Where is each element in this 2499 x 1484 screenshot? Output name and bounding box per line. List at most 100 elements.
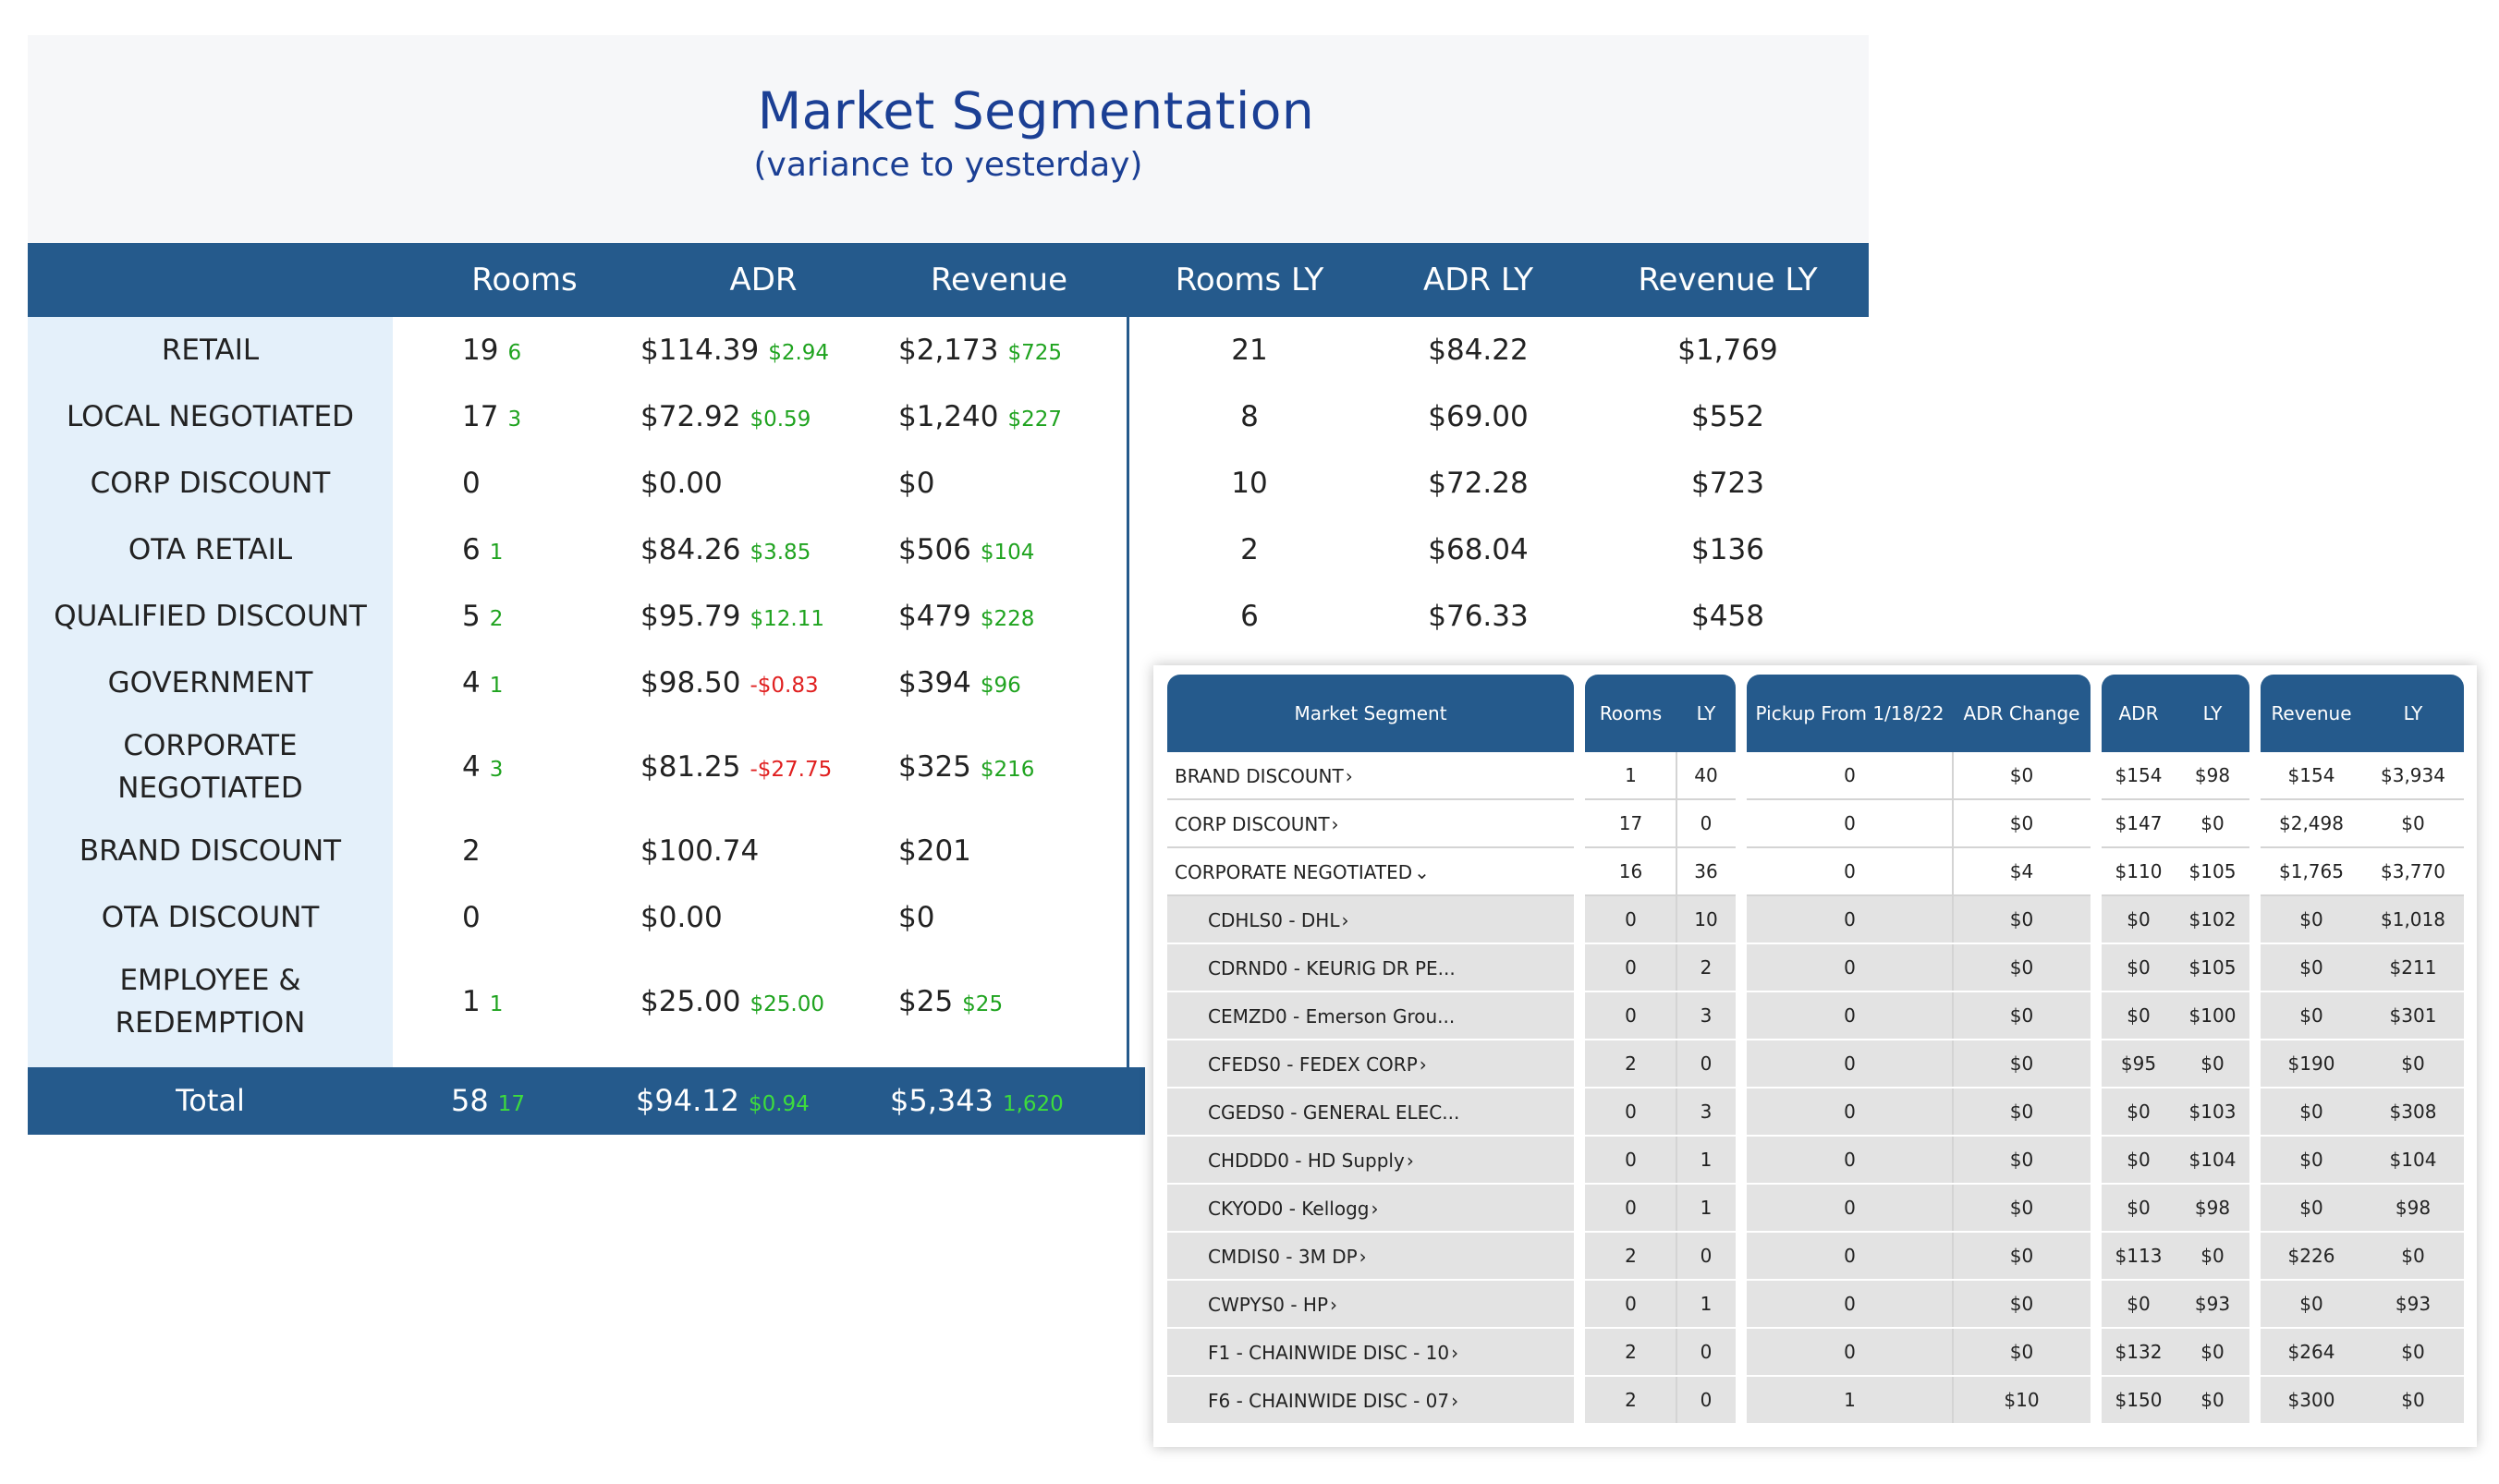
table-row[interactable]: 0 $0: [1747, 1329, 2091, 1377]
segment-link[interactable]: CFEDS0 - FEDEX CORP ›: [1208, 1040, 1568, 1087]
segment-link[interactable]: CGEDS0 - GENERAL ELEC...: [1208, 1089, 1568, 1135]
segment-link[interactable]: CDRND0 - KEURIG DR PE...: [1208, 944, 1568, 991]
table-row[interactable]: CORPORATE NEGOTIATED ⌄: [1167, 848, 1574, 896]
table-row[interactable]: CGEDS0 - GENERAL ELEC...: [1167, 1089, 1574, 1137]
col-header-adr[interactable]: ADR: [729, 262, 798, 298]
table-row[interactable]: $264 $0: [2261, 1329, 2464, 1377]
col-header-adr[interactable]: ADR: [2118, 702, 2159, 724]
chevron-right-icon[interactable]: ›: [1406, 1149, 1414, 1172]
table-row[interactable]: $1,765 $3,770: [2261, 848, 2464, 896]
table-row[interactable]: CMDIS0 - 3M DP ›: [1167, 1233, 1574, 1281]
col-header-rooms[interactable]: Rooms: [1599, 702, 1663, 724]
table-row[interactable]: BRAND DISCOUNT ›: [1167, 752, 1574, 800]
table-row[interactable]: $95 $0: [2102, 1040, 2249, 1089]
table-row[interactable]: 0 10: [1585, 896, 1736, 944]
chevron-right-icon[interactable]: ›: [1345, 765, 1353, 787]
table-row[interactable]: F6 - CHAINWIDE DISC - 07 ›: [1167, 1377, 1574, 1425]
table-row[interactable]: CDHLS0 - DHL ›: [1167, 896, 1574, 944]
table-row[interactable]: $2,498 $0: [2261, 800, 2464, 848]
table-row[interactable]: $0 $211: [2261, 944, 2464, 992]
col-header-revenue-ly[interactable]: Revenue LY: [1638, 262, 1818, 298]
chevron-right-icon[interactable]: ›: [1451, 1390, 1459, 1412]
table-row[interactable]: 1 40: [1585, 752, 1736, 800]
table-row[interactable]: $154 $3,934: [2261, 752, 2464, 800]
table-row[interactable]: 0 $0: [1747, 992, 2091, 1040]
col-header-pickup[interactable]: Pickup From 1/18/22: [1755, 702, 1944, 724]
col-header-revenue-ly[interactable]: LY: [2403, 702, 2423, 724]
col-header-adr-ly[interactable]: ADR LY: [1422, 262, 1534, 298]
segment-link[interactable]: F1 - CHAINWIDE DISC - 10 ›: [1208, 1329, 1568, 1375]
segment-link[interactable]: CHDDD0 - HD Supply ›: [1208, 1137, 1568, 1183]
table-row[interactable]: $147 $0: [2102, 800, 2249, 848]
chevron-right-icon[interactable]: ›: [1371, 1198, 1379, 1220]
table-row[interactable]: $190 $0: [2261, 1040, 2464, 1089]
col-header-adr-change[interactable]: ADR Change: [1963, 702, 2080, 724]
table-row[interactable]: $0 $102: [2102, 896, 2249, 944]
table-row[interactable]: $110 $105: [2102, 848, 2249, 896]
table-row[interactable]: 0 $0: [1747, 944, 2091, 992]
col-header-revenue[interactable]: Revenue: [930, 262, 1068, 298]
table-row[interactable]: $0 $105: [2102, 944, 2249, 992]
col-header-adr-ly[interactable]: LY: [2202, 702, 2223, 724]
table-row[interactable]: $132 $0: [2102, 1329, 2249, 1377]
segment-link[interactable]: CKYOD0 - Kellogg ›: [1208, 1185, 1568, 1231]
segment-link[interactable]: F6 - CHAINWIDE DISC - 07 ›: [1208, 1377, 1568, 1423]
segment-link[interactable]: CORP DISCOUNT ›: [1175, 800, 1568, 846]
table-row[interactable]: $0 $93: [2102, 1281, 2249, 1329]
table-row[interactable]: $0 $98: [2102, 1185, 2249, 1233]
table-row[interactable]: 0 $0: [1747, 800, 2091, 848]
table-row[interactable]: CEMZD0 - Emerson Grou...: [1167, 992, 1574, 1040]
table-row[interactable]: 0 $0: [1747, 1281, 2091, 1329]
table-row[interactable]: $226 $0: [2261, 1233, 2464, 1281]
table-row[interactable]: $154 $98: [2102, 752, 2249, 800]
table-row[interactable]: 0 $0: [1747, 1233, 2091, 1281]
table-row[interactable]: $300 $0: [2261, 1377, 2464, 1425]
table-row[interactable]: CWPYS0 - HP ›: [1167, 1281, 1574, 1329]
chevron-right-icon[interactable]: ›: [1451, 1342, 1459, 1364]
table-row[interactable]: CORP DISCOUNT ›: [1167, 800, 1574, 848]
table-row[interactable]: F1 - CHAINWIDE DISC - 10 ›: [1167, 1329, 1574, 1377]
segment-link[interactable]: CORPORATE NEGOTIATED ⌄: [1175, 848, 1568, 894]
table-row[interactable]: CHDDD0 - HD Supply ›: [1167, 1137, 1574, 1185]
table-row[interactable]: 16 36: [1585, 848, 1736, 896]
table-row[interactable]: 1 $10: [1747, 1377, 2091, 1425]
col-header-rooms[interactable]: Rooms: [471, 262, 578, 298]
table-row[interactable]: 0 $0: [1747, 752, 2091, 800]
table-row[interactable]: 0 $0: [1747, 1089, 2091, 1137]
table-row[interactable]: $0 $104: [2102, 1137, 2249, 1185]
table-row[interactable]: CDRND0 - KEURIG DR PE...: [1167, 944, 1574, 992]
table-row[interactable]: $113 $0: [2102, 1233, 2249, 1281]
table-row[interactable]: $0 $301: [2261, 992, 2464, 1040]
segment-link[interactable]: CEMZD0 - Emerson Grou...: [1208, 992, 1568, 1039]
col-header-revenue[interactable]: Revenue: [2271, 702, 2352, 724]
chevron-right-icon[interactable]: ›: [1419, 1053, 1427, 1076]
segment-link[interactable]: CWPYS0 - HP ›: [1208, 1281, 1568, 1327]
table-row[interactable]: 0 $0: [1747, 1040, 2091, 1089]
col-header-rooms-ly[interactable]: LY: [1696, 702, 1716, 724]
table-row[interactable]: $0 $1,018: [2261, 896, 2464, 944]
table-row[interactable]: 0 $0: [1747, 1137, 2091, 1185]
table-row[interactable]: CKYOD0 - Kellogg ›: [1167, 1185, 1574, 1233]
chevron-right-icon[interactable]: ›: [1331, 813, 1339, 835]
table-row[interactable]: $0 $308: [2261, 1089, 2464, 1137]
chevron-down-icon[interactable]: ⌄: [1414, 861, 1430, 883]
table-row[interactable]: 0 $4: [1747, 848, 2091, 896]
table-row[interactable]: 0 $0: [1747, 896, 2091, 944]
segment-link[interactable]: CDHLS0 - DHL ›: [1208, 896, 1568, 943]
col-header-rooms-ly[interactable]: Rooms LY: [1175, 262, 1324, 298]
table-row[interactable]: 0 $0: [1747, 1185, 2091, 1233]
table-row[interactable]: $150 $0: [2102, 1377, 2249, 1425]
table-row[interactable]: $0 $103: [2102, 1089, 2249, 1137]
segment-link[interactable]: CMDIS0 - 3M DP ›: [1208, 1233, 1568, 1279]
segment-link[interactable]: BRAND DISCOUNT ›: [1175, 752, 1568, 798]
chevron-right-icon[interactable]: ›: [1330, 1294, 1338, 1316]
table-row[interactable]: 17 0: [1585, 800, 1736, 848]
